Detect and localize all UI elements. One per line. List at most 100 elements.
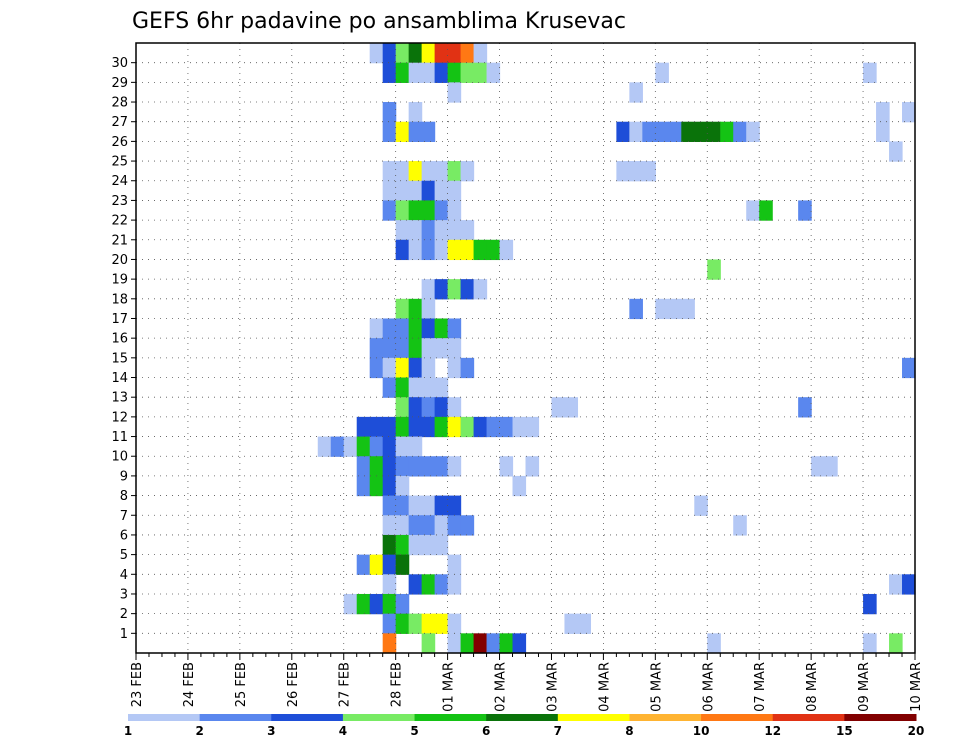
- precip-cell: [421, 121, 436, 142]
- precip-cell: [382, 357, 397, 379]
- precip-cell: [382, 456, 397, 477]
- precip-cell: [408, 456, 423, 477]
- precip-cell: [395, 515, 410, 536]
- precip-cell: [434, 495, 449, 516]
- precip-cell: [395, 62, 410, 83]
- precip-cell: [382, 475, 397, 497]
- precip-cell: [460, 416, 475, 438]
- precip-cell: [434, 279, 449, 300]
- y-tick-label: 9: [120, 469, 128, 484]
- precip-cell: [707, 121, 721, 142]
- precip-cell: [434, 397, 449, 418]
- precip-cell: [616, 121, 630, 142]
- x-tick-label: 02 MAR: [494, 662, 509, 712]
- precip-cell: [434, 515, 449, 536]
- precip-cell: [434, 318, 449, 339]
- colorbar-label: 12: [764, 724, 781, 738]
- y-tick-label: 19: [111, 273, 128, 288]
- precip-cell: [421, 62, 436, 83]
- precip-cell: [356, 593, 371, 615]
- precip-cell: [382, 318, 397, 339]
- precip-cell: [395, 161, 410, 182]
- precip-cell: [434, 200, 449, 221]
- precip-cell: [395, 298, 410, 320]
- precip-cell: [421, 397, 436, 418]
- precip-cell: [421, 279, 436, 300]
- precip-cell: [863, 593, 877, 615]
- precip-cell: [486, 633, 501, 654]
- precip-cell: [369, 554, 384, 575]
- y-tick-label: 14: [111, 371, 128, 386]
- precip-cell: [408, 613, 423, 634]
- x-axis: 23 FEB 24 FEB 25 FEB 26 FEB 27 FEB 28 FEB 01 M…: [130, 653, 924, 712]
- precip-cell: [863, 633, 877, 654]
- precip-cell: [434, 534, 449, 556]
- precip-cell: [460, 220, 475, 241]
- precip-cell: [642, 121, 656, 142]
- precip-cell: [564, 397, 579, 418]
- precip-cell: [460, 43, 475, 64]
- precip-cell: [746, 200, 760, 221]
- precip-cell: [408, 397, 423, 418]
- precip-cell: [395, 377, 410, 398]
- x-tick-label: 27 FEB: [338, 662, 353, 707]
- y-tick-label: 7: [120, 509, 128, 524]
- precip-cell: [356, 456, 371, 477]
- precip-cell: [447, 633, 462, 654]
- precip-cell: [421, 200, 436, 221]
- precip-cell: [395, 416, 410, 438]
- precip-cell: [577, 613, 592, 634]
- precip-cell: [408, 436, 423, 457]
- colorbar-swatch: [342, 714, 416, 721]
- precip-cell: [434, 62, 449, 83]
- y-tick-label: 17: [111, 312, 128, 327]
- precip-cell: [408, 220, 423, 241]
- precip-cell: [408, 62, 423, 83]
- y-tick-label: 28: [111, 96, 128, 111]
- precip-cell: [434, 43, 449, 64]
- precip-cell: [876, 102, 890, 123]
- precip-cell: [395, 475, 410, 497]
- precip-cell: [369, 456, 384, 477]
- precip-cell: [447, 495, 462, 516]
- y-tick-label: 13: [111, 391, 128, 406]
- colorbar-swatch: [629, 714, 702, 721]
- precip-cell: [434, 220, 449, 241]
- precip-cell: [421, 416, 436, 438]
- x-tick-label: 06 MAR: [701, 662, 716, 712]
- precip-cell: [434, 613, 449, 634]
- precip-cell: [460, 62, 475, 83]
- y-tick-label: 5: [120, 548, 128, 563]
- y-tick-label: 2: [120, 607, 128, 622]
- precip-cell: [434, 574, 449, 595]
- y-tick-label: 26: [111, 135, 128, 150]
- precip-cell: [421, 298, 436, 320]
- precip-cell: [434, 161, 449, 182]
- colorbar-label: 5: [410, 724, 418, 738]
- colorbar-label: 3: [267, 724, 275, 738]
- precip-cell: [408, 161, 423, 182]
- precip-cell: [408, 239, 423, 261]
- colorbar-swatch: [701, 714, 774, 721]
- precip-cell: [447, 62, 462, 83]
- y-tick-label: 16: [111, 332, 128, 347]
- precip-cell: [408, 43, 423, 64]
- precip-cell: [356, 436, 371, 457]
- precip-cell: [382, 161, 397, 182]
- chart-title: GEFS 6hr padavine po ansamblima Krusevac: [132, 9, 626, 34]
- precip-cell: [629, 298, 643, 320]
- precip-cell: [902, 102, 916, 123]
- colorbar-label: 1: [124, 724, 132, 738]
- precip-cell: [447, 515, 462, 536]
- precip-cell: [447, 200, 462, 221]
- precip-cell: [369, 338, 384, 359]
- precip-cell: [434, 338, 449, 359]
- precip-cell: [408, 357, 423, 379]
- precip-cell: [473, 279, 488, 300]
- precip-cell: [447, 239, 462, 261]
- y-tick-label: 30: [111, 56, 128, 71]
- colorbar-swatch: [414, 714, 487, 721]
- colorbar-label: 7: [554, 724, 562, 738]
- plot-frame: [135, 42, 916, 654]
- precip-cell: [395, 239, 410, 261]
